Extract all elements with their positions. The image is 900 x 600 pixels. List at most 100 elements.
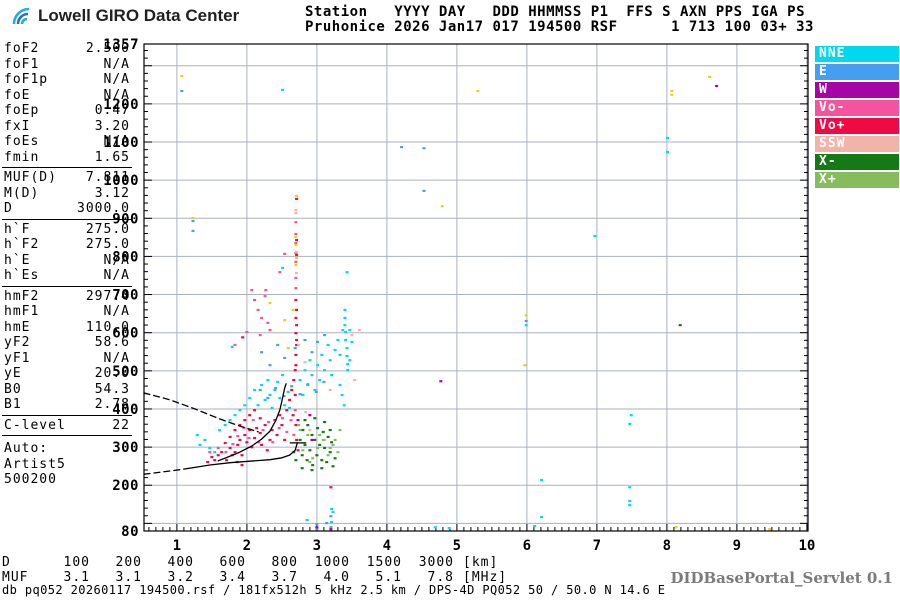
echo-point-ssw bbox=[353, 378, 357, 382]
echo-point-x bbox=[321, 430, 325, 434]
legend-item-ssw: SSW bbox=[815, 136, 899, 152]
param-row-hmf1: hmF1 N/A bbox=[2, 304, 132, 320]
echo-point-x bbox=[333, 438, 337, 442]
echo-point-x bbox=[323, 446, 327, 450]
echo-point-nne bbox=[666, 150, 670, 154]
echo-point-nne bbox=[208, 446, 212, 450]
x-axis-label: 8 bbox=[663, 538, 671, 554]
echo-point-vo bbox=[294, 260, 298, 263]
echo-point-x bbox=[306, 433, 310, 437]
echo-point-nne bbox=[233, 414, 237, 417]
echo-point-w bbox=[439, 380, 443, 383]
parameter-panel: foF2 2.500 foF1 N/A foF1p N/A foE N/A foEp 0.47 fx… bbox=[2, 41, 132, 488]
echo-point-vo bbox=[258, 431, 262, 435]
echo-point-nne bbox=[243, 404, 247, 407]
dmuf-cell: 3.4 bbox=[219, 569, 246, 585]
echo-point-nne bbox=[281, 88, 285, 91]
echo-point-e bbox=[298, 393, 302, 396]
echo-point-unlabeledyellow bbox=[294, 263, 298, 267]
echo-point-x bbox=[318, 433, 322, 437]
logo-title: Lowell GIRO Data Center bbox=[38, 6, 240, 25]
echo-point-e bbox=[306, 383, 310, 386]
echo-point-vo bbox=[220, 451, 224, 454]
legend-item-vo: Vo+ bbox=[815, 118, 899, 134]
dmuf-cell: 3.1 bbox=[63, 569, 90, 585]
echo-point-x bbox=[297, 423, 301, 427]
param-label: yE bbox=[4, 366, 22, 381]
param-label: D bbox=[4, 201, 13, 216]
echo-point-vo bbox=[248, 414, 252, 417]
echo-point-vo bbox=[225, 459, 229, 462]
echo-point-vo bbox=[273, 419, 277, 422]
echo-point-vo bbox=[294, 287, 298, 290]
echo-point-nne bbox=[213, 451, 217, 454]
echo-point-vo bbox=[295, 239, 299, 242]
echo-point-x bbox=[320, 467, 324, 470]
param-value: 1.65 bbox=[94, 149, 130, 165]
status-line: db pq052 20260117 194500.rsf / 181fx512h… bbox=[2, 583, 666, 597]
echo-point-x bbox=[313, 438, 317, 442]
echo-point-vo bbox=[295, 338, 299, 342]
echo-point-ssw bbox=[295, 250, 299, 254]
echo-point-nne bbox=[341, 329, 345, 332]
echo-point-unlabeledyellow bbox=[294, 235, 298, 239]
echo-point-x bbox=[294, 459, 298, 462]
echo-point-vo bbox=[277, 427, 281, 430]
echo-point-unlabeledyellow bbox=[708, 75, 712, 78]
echo-point-x bbox=[310, 468, 314, 472]
echo-point-e bbox=[293, 346, 297, 350]
param-row-md: M(D) 3.12 bbox=[2, 186, 132, 202]
echo-point-vo bbox=[270, 428, 274, 432]
y-axis-label: 1200 bbox=[103, 97, 139, 113]
echo-point-e bbox=[400, 145, 404, 149]
dmuf-row-d: D 100 200 400 600 800 1000 1500 3000 [km] bbox=[2, 555, 507, 571]
y-axis-label: 500 bbox=[112, 364, 139, 380]
param-value: 110.0 bbox=[85, 319, 130, 335]
echo-point-x bbox=[338, 428, 342, 432]
legend-item-x: X+ bbox=[815, 172, 899, 188]
echo-point-nne bbox=[266, 378, 270, 382]
echo-point-x bbox=[325, 460, 329, 464]
echo-point-nne bbox=[286, 390, 290, 394]
echo-point-e bbox=[315, 523, 319, 526]
echo-point-vo bbox=[294, 232, 298, 236]
echo-point-e bbox=[524, 319, 528, 323]
param-row-foep: foEp 0.47 bbox=[2, 103, 132, 119]
echo-point-nne bbox=[330, 507, 334, 511]
param-row-hf2: h`F2 275.0 bbox=[2, 237, 132, 253]
param-label: yF1 bbox=[4, 350, 31, 366]
echo-point-x bbox=[300, 467, 304, 470]
echo-point-vo bbox=[250, 288, 254, 292]
x-axis-label: 6 bbox=[523, 538, 531, 554]
echo-point-nne bbox=[433, 526, 437, 529]
echo-point-e bbox=[180, 89, 184, 93]
echo-point-x bbox=[336, 451, 340, 454]
echo-point-nne bbox=[316, 364, 320, 367]
autoscaling-line: Artist5 bbox=[4, 456, 66, 472]
echo-point-vo bbox=[210, 456, 214, 459]
echo-point-vo bbox=[256, 308, 260, 312]
echo-point-x bbox=[303, 443, 307, 447]
legend-item-w: W bbox=[815, 82, 899, 98]
param-label: C-level bbox=[4, 417, 66, 433]
param-label: h`F bbox=[4, 221, 31, 237]
echo-point-vo bbox=[228, 435, 232, 439]
echo-point-nne bbox=[628, 499, 632, 503]
param-row-foe: foE N/A bbox=[2, 88, 132, 104]
echo-point-nne bbox=[338, 353, 342, 357]
echo-point-nne bbox=[330, 374, 334, 377]
echo-point-vo bbox=[294, 298, 298, 302]
echo-point-nne bbox=[524, 324, 528, 327]
echo-point-e bbox=[191, 229, 195, 233]
echo-point-ssw bbox=[328, 388, 332, 392]
echo-point-vo bbox=[291, 414, 295, 417]
echo-point-e bbox=[329, 526, 333, 529]
echo-point-nne bbox=[270, 406, 274, 410]
legend-item-vo: Vo- bbox=[815, 100, 899, 116]
panel-separator bbox=[2, 414, 132, 416]
echo-point-vo bbox=[258, 417, 262, 420]
echo-point-unlabeledyellow bbox=[180, 75, 184, 78]
echo-point-unlabeledyellow bbox=[291, 308, 295, 312]
echo-point-x bbox=[300, 454, 304, 457]
param-value: N/A bbox=[103, 72, 130, 87]
